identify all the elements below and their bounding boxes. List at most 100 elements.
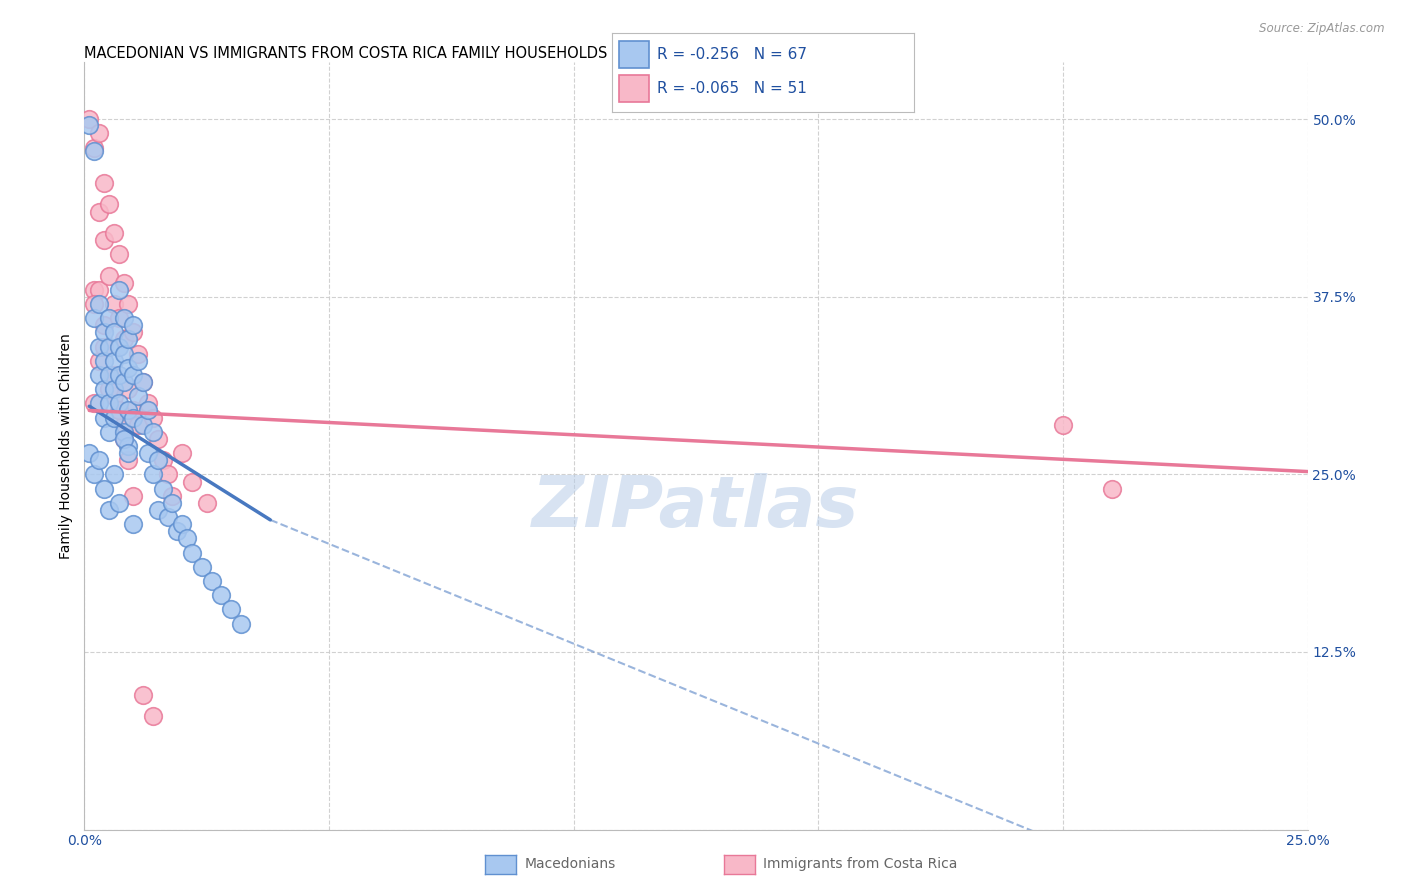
Point	[103, 368, 125, 382]
Point	[103, 226, 125, 240]
Point	[117, 333, 139, 347]
Point	[77, 112, 100, 127]
Point	[87, 340, 110, 354]
Text: MACEDONIAN VS IMMIGRANTS FROM COSTA RICA FAMILY HOUSEHOLDS WITH CHILDREN CORRELA: MACEDONIAN VS IMMIGRANTS FROM COSTA RICA…	[84, 45, 893, 61]
Point	[112, 375, 135, 389]
Point	[156, 467, 179, 482]
Point	[83, 144, 105, 158]
Point	[142, 425, 165, 439]
Point	[103, 467, 125, 482]
Point	[103, 353, 125, 368]
Point	[112, 417, 135, 432]
Point	[93, 233, 115, 247]
Point	[107, 403, 129, 417]
Point	[93, 318, 115, 333]
Point	[181, 475, 204, 489]
Point	[156, 510, 179, 524]
Point	[97, 368, 120, 382]
Point	[77, 118, 100, 132]
Point	[87, 396, 110, 410]
Point	[97, 268, 120, 283]
Point	[83, 467, 105, 482]
Point	[112, 432, 135, 446]
Point	[103, 326, 125, 340]
Y-axis label: Family Households with Children: Family Households with Children	[59, 333, 73, 559]
Point	[97, 382, 120, 396]
Point	[107, 496, 129, 510]
Point	[107, 396, 129, 410]
Point	[127, 346, 149, 360]
Point	[103, 410, 125, 425]
Point	[83, 283, 105, 297]
Point	[122, 326, 145, 340]
Point	[146, 503, 169, 517]
Point	[172, 517, 194, 532]
Point	[117, 360, 139, 375]
Point	[103, 297, 125, 311]
Point	[152, 482, 174, 496]
Point	[107, 368, 129, 382]
Point	[229, 616, 252, 631]
Point	[166, 524, 188, 539]
Point	[97, 503, 120, 517]
Text: Immigrants from Costa Rica: Immigrants from Costa Rica	[763, 857, 957, 871]
Point	[103, 389, 125, 403]
Point	[142, 467, 165, 482]
Point	[103, 382, 125, 396]
Point	[87, 283, 110, 297]
Point	[83, 396, 105, 410]
Point	[83, 141, 105, 155]
Point	[122, 489, 145, 503]
Point	[87, 368, 110, 382]
Point	[97, 368, 120, 382]
Point	[1101, 482, 1123, 496]
Point	[127, 353, 149, 368]
Point	[112, 276, 135, 290]
Point	[87, 127, 110, 141]
Point	[195, 496, 218, 510]
Point	[136, 446, 159, 460]
Point	[87, 353, 110, 368]
Point	[146, 453, 169, 467]
Point	[117, 403, 139, 417]
Point	[112, 311, 135, 326]
Point	[122, 318, 145, 333]
Point	[132, 375, 155, 389]
Point	[77, 446, 100, 460]
Point	[209, 588, 232, 602]
Point	[112, 432, 135, 446]
Point	[162, 489, 184, 503]
Point	[107, 340, 129, 354]
Point	[97, 425, 120, 439]
Point	[117, 439, 139, 453]
Point	[97, 197, 120, 211]
Text: ZIPatlas: ZIPatlas	[533, 473, 859, 541]
Point	[152, 453, 174, 467]
Point	[146, 432, 169, 446]
Point	[93, 410, 115, 425]
Point	[117, 382, 139, 396]
Point	[122, 403, 145, 417]
Point	[87, 204, 110, 219]
Point	[122, 368, 145, 382]
Point	[127, 417, 149, 432]
Point	[142, 410, 165, 425]
FancyBboxPatch shape	[619, 41, 650, 68]
Point	[107, 247, 129, 261]
Text: Macedonians: Macedonians	[524, 857, 616, 871]
Point	[172, 446, 194, 460]
FancyBboxPatch shape	[619, 76, 650, 102]
Point	[83, 297, 105, 311]
Point	[117, 297, 139, 311]
Point	[181, 545, 204, 559]
Point	[200, 574, 222, 588]
Point	[93, 353, 115, 368]
Point	[93, 482, 115, 496]
Point	[117, 453, 139, 467]
Point	[97, 396, 120, 410]
Point	[122, 517, 145, 532]
Point	[107, 403, 129, 417]
Point	[191, 559, 214, 574]
Point	[117, 446, 139, 460]
Point	[97, 340, 120, 354]
